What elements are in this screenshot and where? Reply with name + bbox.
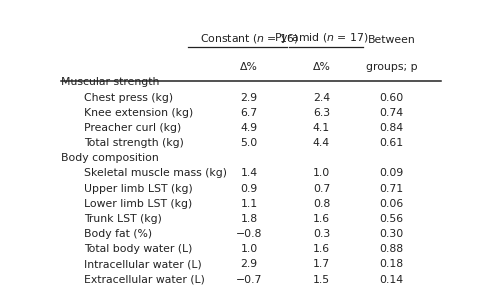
Text: 2.4: 2.4 [313, 93, 330, 103]
Text: Δ%: Δ% [313, 61, 330, 71]
Text: 4.4: 4.4 [313, 138, 330, 148]
Text: Pyramid ($n$ = 17): Pyramid ($n$ = 17) [274, 31, 368, 46]
Text: 6.3: 6.3 [313, 108, 330, 118]
Text: 1.5: 1.5 [313, 275, 330, 285]
Text: Lower limb LST (kg): Lower limb LST (kg) [84, 199, 192, 209]
Text: Skeletal muscle mass (kg): Skeletal muscle mass (kg) [84, 168, 227, 178]
Text: Between: Between [368, 36, 416, 46]
Text: Knee extension (kg): Knee extension (kg) [84, 108, 193, 118]
Text: Δ%: Δ% [240, 61, 258, 71]
Text: 4.9: 4.9 [241, 123, 258, 133]
Text: Muscular strength: Muscular strength [61, 77, 160, 87]
Text: 0.9: 0.9 [241, 183, 258, 193]
Text: 0.8: 0.8 [313, 199, 330, 209]
Text: Preacher curl (kg): Preacher curl (kg) [84, 123, 181, 133]
Text: 1.0: 1.0 [241, 244, 258, 254]
Text: 0.7: 0.7 [313, 183, 330, 193]
Text: Total strength (kg): Total strength (kg) [84, 138, 184, 148]
Text: Intracellular water (L): Intracellular water (L) [84, 259, 202, 269]
Text: 0.06: 0.06 [380, 199, 404, 209]
Text: 1.6: 1.6 [313, 214, 330, 224]
Text: Extracellular water (L): Extracellular water (L) [84, 275, 205, 285]
Text: 0.61: 0.61 [380, 138, 404, 148]
Text: Body composition: Body composition [61, 153, 159, 163]
Text: 0.74: 0.74 [380, 108, 404, 118]
Text: 5.0: 5.0 [241, 138, 258, 148]
Text: 6.7: 6.7 [241, 108, 258, 118]
Text: 1.1: 1.1 [241, 199, 258, 209]
Text: Trunk LST (kg): Trunk LST (kg) [84, 214, 162, 224]
Text: 1.6: 1.6 [313, 244, 330, 254]
Text: Total body water (L): Total body water (L) [84, 244, 193, 254]
Text: Constant ($n$ = 16): Constant ($n$ = 16) [200, 32, 298, 46]
Text: Chest press (kg): Chest press (kg) [84, 93, 173, 103]
Text: 1.4: 1.4 [241, 168, 258, 178]
Text: Upper limb LST (kg): Upper limb LST (kg) [84, 183, 193, 193]
Text: 0.84: 0.84 [380, 123, 404, 133]
Text: Body fat (%): Body fat (%) [84, 229, 152, 239]
Text: 0.18: 0.18 [380, 259, 404, 269]
Text: 2.9: 2.9 [241, 93, 258, 103]
Text: 2.9: 2.9 [241, 259, 258, 269]
Text: 0.3: 0.3 [313, 229, 330, 239]
Text: 4.1: 4.1 [313, 123, 330, 133]
Text: 0.88: 0.88 [380, 244, 404, 254]
Text: −0.7: −0.7 [236, 275, 263, 285]
Text: 0.56: 0.56 [380, 214, 404, 224]
Text: 0.60: 0.60 [380, 93, 404, 103]
Text: 1.8: 1.8 [241, 214, 258, 224]
Text: 0.09: 0.09 [380, 168, 404, 178]
Text: 0.30: 0.30 [380, 229, 404, 239]
Text: 0.14: 0.14 [380, 275, 404, 285]
Text: groups; p: groups; p [366, 61, 417, 71]
Text: 0.71: 0.71 [380, 183, 404, 193]
Text: −0.8: −0.8 [236, 229, 263, 239]
Text: 1.7: 1.7 [313, 259, 330, 269]
Text: 1.0: 1.0 [313, 168, 330, 178]
